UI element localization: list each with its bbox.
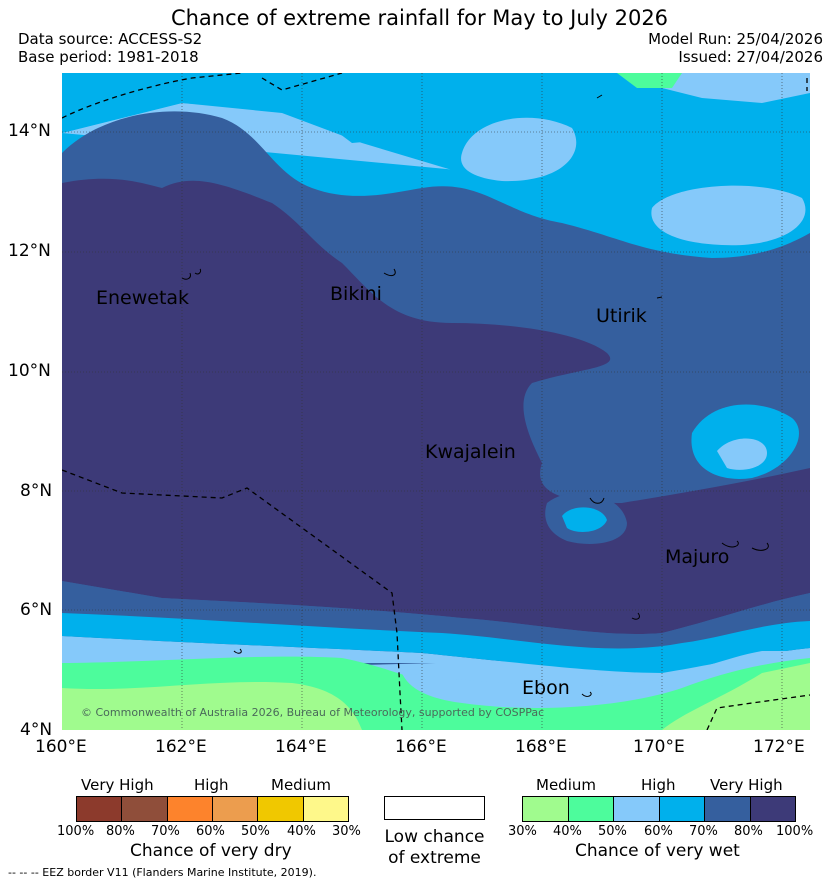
dry-pct-60: 60% (196, 824, 225, 839)
legend-neutral-swatch (384, 796, 485, 820)
lat-label-8n: 8°N (20, 481, 53, 501)
dry-pct-50: 50% (241, 824, 270, 839)
legend-neutral-caption-1: Low chance (384, 827, 485, 847)
legend-dry-medium: Medium (271, 776, 331, 794)
legend-wet-colorbar (522, 796, 796, 822)
wet-swatch-medium-2 (568, 797, 614, 821)
legend-wet-caption: Chance of very wet (575, 841, 740, 861)
copyright-note: © Commonwealth of Australia 2026, Bureau… (81, 706, 545, 719)
wet-swatch-high-1 (614, 797, 660, 821)
wet-swatch-medium-1 (523, 797, 569, 821)
eez-border (62, 73, 810, 730)
lat-label-12n: 12°N (8, 241, 51, 261)
wet-swatch-very-high-1 (705, 797, 751, 821)
lon-label-168e: 168°E (515, 737, 567, 757)
data-source: Data source: ACCESS-S2 (18, 30, 203, 48)
dry-swatch-medium-1 (258, 797, 304, 821)
lat-label-10n: 10°N (8, 361, 51, 381)
wet-swatch-very-high-2 (750, 797, 795, 821)
region-60pct-pocket-2 (651, 185, 806, 246)
legend-dry-colorbar (76, 796, 349, 822)
legend-neutral-caption-2: of extreme (388, 848, 481, 868)
dry-swatch-very-high-1 (77, 797, 123, 821)
wet-pct-100: 100% (776, 824, 814, 839)
legend-wet-high: High (641, 776, 676, 794)
place-ebon: Ebon (522, 677, 570, 699)
lon-label-172e: 172°E (753, 737, 805, 757)
wet-pct-30: 30% (508, 824, 537, 839)
rainfall-map[interactable] (62, 73, 810, 730)
dry-pct-80: 80% (106, 824, 135, 839)
legend-wet-very-high: Very High (710, 776, 783, 794)
lat-label-6n: 6°N (20, 600, 53, 620)
dry-pct-40: 40% (287, 824, 316, 839)
wet-pct-60: 60% (644, 824, 673, 839)
wet-pct-80: 80% (734, 824, 763, 839)
legend-wet-medium: Medium (536, 776, 596, 794)
region-60pct-pocket-3 (717, 438, 767, 470)
atoll-outlines (181, 94, 769, 697)
model-run: Model Run: 25/04/2026 (648, 30, 823, 48)
lon-label-170e: 170°E (633, 737, 685, 757)
legend-dry-very-high: Very High (81, 776, 154, 794)
lon-label-164e: 164°E (275, 737, 327, 757)
region-60pct-pocket-1 (461, 117, 577, 182)
wet-pct-70: 70% (689, 824, 718, 839)
eez-footnote: -- -- -- EEZ border V11 (Flanders Marine… (8, 866, 317, 879)
dry-swatch-very-high-2 (122, 797, 168, 821)
wet-pct-40: 40% (553, 824, 582, 839)
wet-swatch-high-2 (659, 797, 705, 821)
region-70pct-south (62, 613, 810, 673)
region-80pct-south (62, 581, 810, 649)
dry-swatch-high-2 (212, 797, 259, 821)
dry-pct-100: 100% (57, 824, 95, 839)
lat-label-14n: 14°N (8, 121, 51, 141)
lon-label-162e: 162°E (155, 737, 207, 757)
legend-dry-high: High (194, 776, 229, 794)
dry-pct-30: 30% (332, 824, 361, 839)
region-40pct-south (62, 663, 810, 730)
lon-label-166e: 166°E (395, 737, 447, 757)
issued-date: Issued: 27/04/2026 (678, 48, 823, 66)
place-enewetak: Enewetak (96, 287, 190, 309)
region-70pct-ring (562, 507, 607, 532)
region-50pct-top (617, 73, 682, 88)
lat-label-4n: 4°N (20, 720, 53, 740)
wet-pct-50: 50% (598, 824, 627, 839)
base-period: Base period: 1981-2018 (18, 48, 199, 66)
region-60pct-ebon (402, 651, 810, 708)
dry-pct-70: 70% (151, 824, 180, 839)
dry-swatch-high-1 (167, 797, 213, 821)
place-bikini: Bikini (330, 283, 382, 305)
legend-dry-caption: Chance of very dry (130, 841, 292, 861)
dry-swatch-medium-2 (303, 797, 348, 821)
region-70pct-north (62, 78, 810, 243)
place-majuro: Majuro (665, 546, 730, 568)
place-utirik: Utirik (596, 305, 647, 327)
lon-label-160e: 160°E (35, 737, 87, 757)
place-kwajalein: Kwajalein (425, 441, 516, 463)
map-title: Chance of extreme rainfall for May to Ju… (170, 6, 669, 30)
